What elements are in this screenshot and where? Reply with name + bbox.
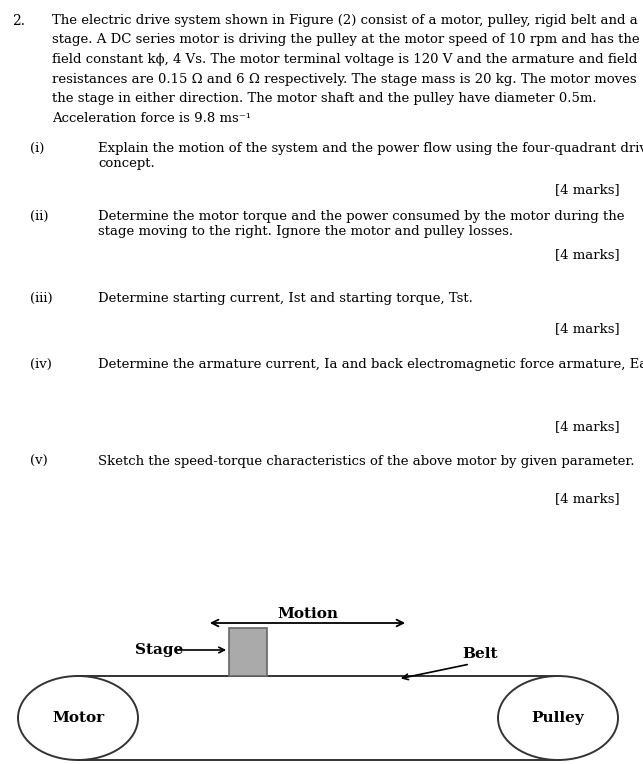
Ellipse shape bbox=[498, 676, 618, 760]
Text: Acceleration force is 9.8 ms⁻¹: Acceleration force is 9.8 ms⁻¹ bbox=[52, 112, 251, 125]
Text: Belt: Belt bbox=[462, 647, 498, 661]
Ellipse shape bbox=[18, 676, 138, 760]
Text: Determine starting current, Ist and starting torque, Tst.: Determine starting current, Ist and star… bbox=[98, 292, 473, 305]
Text: resistances are 0.15 Ω and 6 Ω respectively. The stage mass is 20 kg. The motor : resistances are 0.15 Ω and 6 Ω respectiv… bbox=[52, 73, 637, 86]
Text: [4 marks]: [4 marks] bbox=[556, 183, 620, 196]
Text: (iv): (iv) bbox=[30, 358, 52, 371]
Text: stage. A DC series motor is driving the pulley at the motor speed of 10 rpm and : stage. A DC series motor is driving the … bbox=[52, 34, 640, 47]
Text: [4 marks]: [4 marks] bbox=[556, 492, 620, 505]
Text: [4 marks]: [4 marks] bbox=[556, 248, 620, 261]
Bar bbox=[229, 628, 267, 676]
Text: Motion: Motion bbox=[278, 607, 338, 621]
Text: (iii): (iii) bbox=[30, 292, 53, 305]
Text: Stage: Stage bbox=[135, 643, 183, 657]
Text: [4 marks]: [4 marks] bbox=[556, 322, 620, 335]
Text: Sketch the speed-torque characteristics of the above motor by given parameter.: Sketch the speed-torque characteristics … bbox=[98, 455, 635, 468]
Text: the stage in either direction. The motor shaft and the pulley have diameter 0.5m: the stage in either direction. The motor… bbox=[52, 92, 597, 105]
Text: The electric drive system shown in Figure (2) consist of a motor, pulley, rigid : The electric drive system shown in Figur… bbox=[52, 14, 638, 27]
Text: (i): (i) bbox=[30, 142, 44, 155]
Text: Pulley: Pulley bbox=[532, 711, 584, 725]
Text: [4 marks]: [4 marks] bbox=[556, 420, 620, 433]
Text: stage moving to the right. Ignore the motor and pulley losses.: stage moving to the right. Ignore the mo… bbox=[98, 225, 513, 238]
Text: concept.: concept. bbox=[98, 157, 155, 170]
Text: Determine the armature current, Ia and back electromagnetic force armature, Ea.: Determine the armature current, Ia and b… bbox=[98, 358, 643, 371]
Text: (v): (v) bbox=[30, 455, 48, 468]
Text: (ii): (ii) bbox=[30, 210, 48, 223]
Text: Motor: Motor bbox=[52, 711, 104, 725]
Text: Explain the motion of the system and the power flow using the four-quadrant driv: Explain the motion of the system and the… bbox=[98, 142, 643, 155]
Text: Determine the motor torque and the power consumed by the motor during the: Determine the motor torque and the power… bbox=[98, 210, 624, 223]
Text: 2.: 2. bbox=[12, 14, 25, 28]
Polygon shape bbox=[78, 676, 558, 760]
Text: field constant kϕ, 4 Vs. The motor terminal voltage is 120 V and the armature an: field constant kϕ, 4 Vs. The motor termi… bbox=[52, 53, 637, 66]
